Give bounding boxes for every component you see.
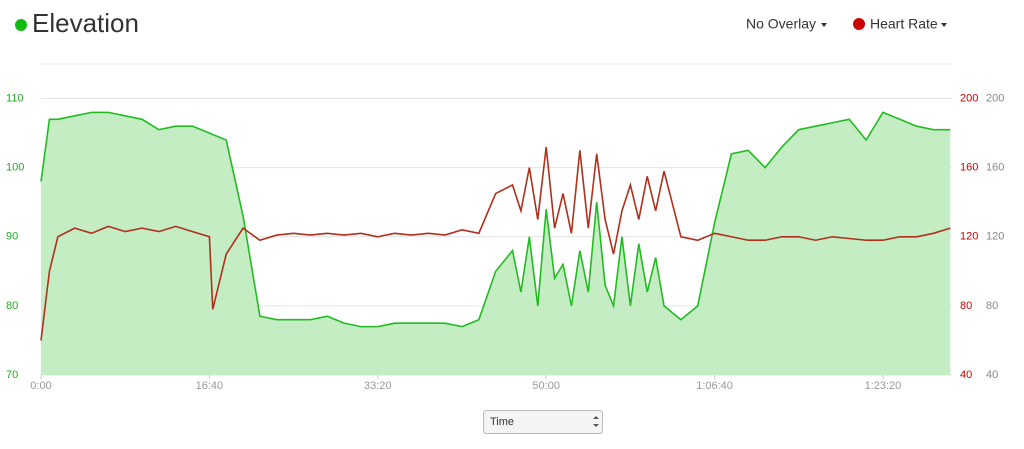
x-tick-label: 1:23:20 [865, 380, 902, 392]
title-dot [15, 19, 27, 31]
x-tick-label: 1:06:40 [696, 380, 733, 392]
y2-tick-label-secondary: 40 [986, 369, 998, 381]
y2-tick-label-secondary: 200 [986, 92, 1004, 104]
series-line [40, 111, 951, 328]
y2-tick-label: 80 [960, 300, 972, 312]
overlay-menu[interactable]: No Overlay [746, 16, 816, 32]
y2-tick-label: 120 [960, 231, 978, 243]
x-axis-select-label: Time [490, 416, 514, 428]
elevation-area [41, 112, 951, 375]
y2-tick-label-secondary: 120 [986, 231, 1004, 243]
y2-tick-label-secondary: 80 [986, 300, 998, 312]
y-tick-label: 70 [6, 369, 18, 381]
x-axis-select[interactable] [483, 410, 603, 434]
y-tick-label: 90 [6, 231, 18, 243]
y2-tick-label-secondary: 160 [986, 162, 1004, 174]
y-tick-label: 100 [6, 162, 24, 174]
metric-menu[interactable]: Heart Rate [870, 16, 938, 32]
chart-title: Elevation [32, 8, 139, 38]
overlay-caret [821, 23, 827, 27]
select-arrows [593, 416, 599, 427]
y2-tick-label: 160 [960, 162, 978, 174]
y2-tick-label: 40 [960, 369, 972, 381]
y-tick-label: 110 [6, 92, 24, 104]
y2-tick-label: 200 [960, 92, 978, 104]
metric-dot [853, 18, 865, 30]
x-tick-label: 0:00 [30, 380, 51, 392]
y-tick-label: 80 [6, 300, 18, 312]
x-tick-label: 33:20 [364, 380, 392, 392]
plot: 70 80 90 100 110 40 40 80 80 120 120 160 160 200 200 0:… [6, 63, 1004, 392]
series-line [40, 146, 951, 341]
x-tick-label: 16:40 [196, 380, 224, 392]
x-tick-label: 50:00 [532, 380, 560, 392]
metric-caret [941, 23, 947, 27]
